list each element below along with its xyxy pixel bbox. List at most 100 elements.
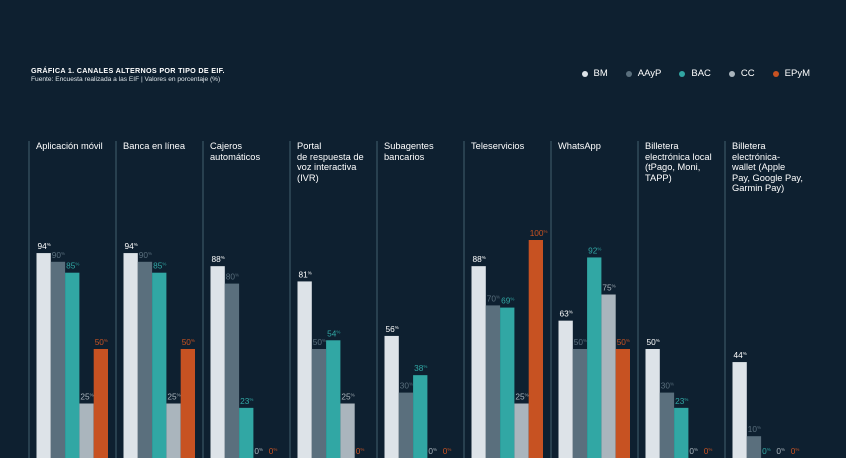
bar-aayp-banca-en-l-nea bbox=[137, 261, 153, 458]
legend-item-cc: CC bbox=[728, 68, 755, 79]
legend-item-epym: EPyM bbox=[772, 68, 810, 79]
bar-cc-aplicaci-n-m-vil bbox=[79, 403, 94, 458]
data-label-epym-teleservicios: 100% bbox=[530, 228, 548, 238]
data-label-bac-whatsapp: 92% bbox=[588, 245, 601, 255]
data-label-bac-cajeros-autom-ticos: 23% bbox=[240, 396, 253, 406]
chart-legend: BM AAyP BAC CC EPyM bbox=[581, 68, 810, 79]
bar-bm-aplicaci-n-m-vil bbox=[36, 253, 51, 458]
bar-bac-teleservicios bbox=[500, 307, 515, 458]
data-label-epym-subagentes-bancarios: 0% bbox=[443, 446, 452, 456]
bar-aayp-portal-de-respuesta-de-voz-interactiva-ivr bbox=[311, 349, 327, 458]
bar-aayp-cajeros-autom-ticos bbox=[224, 283, 240, 458]
data-label-bac-subagentes-bancarios: 38% bbox=[414, 363, 427, 373]
data-label-bm-cajeros-autom-ticos: 88% bbox=[212, 254, 225, 264]
legend-label-bac: BAC bbox=[691, 68, 711, 79]
chart-header: GRÁFICA 1. CANALES ALTERNOS POR TIPO DE … bbox=[31, 66, 225, 84]
data-label-bac-teleservicios: 69% bbox=[501, 296, 514, 306]
bar-bm-billetera-electr-nica-local-tpago-moni-tapp bbox=[645, 349, 660, 458]
data-label-bac-portal-de-respuesta-de-voz-interactiva-ivr: 54% bbox=[327, 328, 340, 338]
category-label-billetera-electr-nica-wallet-apple-pay-google-pay-garmin-pay: Billetera electrónica- wallet (Apple Pay… bbox=[732, 141, 803, 194]
data-label-epym-billetera-electr-nica-wallet-apple-pay-google-pay-garmin-pay: 0% bbox=[791, 446, 800, 456]
legend-dot-aayp-icon bbox=[625, 70, 632, 77]
data-label-cc-teleservicios: 25% bbox=[515, 392, 528, 402]
bar-aayp-whatsapp bbox=[572, 349, 588, 458]
data-label-bm-billetera-electr-nica-wallet-apple-pay-google-pay-garmin-pay: 44% bbox=[734, 350, 747, 360]
data-label-aayp-banca-en-l-nea: 90% bbox=[139, 250, 152, 260]
bar-cc-banca-en-l-nea bbox=[166, 403, 181, 458]
data-label-bm-banca-en-l-nea: 94% bbox=[125, 241, 138, 251]
data-label-cc-subagentes-bancarios: 0% bbox=[428, 446, 437, 456]
data-label-epym-cajeros-autom-ticos: 0% bbox=[269, 446, 278, 456]
bar-bm-subagentes-bancarios bbox=[384, 335, 399, 458]
bar-bac-aplicaci-n-m-vil bbox=[65, 272, 80, 458]
bar-cc-teleservicios bbox=[514, 403, 529, 458]
bar-bm-portal-de-respuesta-de-voz-interactiva-ivr bbox=[297, 281, 312, 458]
data-label-aayp-subagentes-bancarios: 30% bbox=[400, 381, 413, 391]
bar-epym-banca-en-l-nea bbox=[180, 349, 195, 458]
bar-aayp-billetera-electr-nica-local-tpago-moni-tapp bbox=[659, 392, 675, 458]
data-label-bm-portal-de-respuesta-de-voz-interactiva-ivr: 81% bbox=[299, 269, 312, 279]
data-label-cc-aplicaci-n-m-vil: 25% bbox=[80, 392, 93, 402]
data-label-epym-whatsapp: 50% bbox=[617, 337, 630, 347]
legend-label-cc: CC bbox=[740, 68, 755, 79]
bar-cc-portal-de-respuesta-de-voz-interactiva-ivr bbox=[340, 403, 355, 458]
data-label-epym-billetera-electr-nica-local-tpago-moni-tapp: 0% bbox=[704, 446, 713, 456]
bar-bm-billetera-electr-nica-wallet-apple-pay-google-pay-garmin-pay bbox=[732, 362, 747, 458]
bar-bac-billetera-electr-nica-local-tpago-moni-tapp bbox=[674, 407, 689, 458]
legend-label-bm: BM bbox=[593, 68, 608, 79]
data-label-bm-subagentes-bancarios: 56% bbox=[386, 324, 399, 334]
data-label-bm-aplicaci-n-m-vil: 94% bbox=[38, 241, 51, 251]
data-label-bac-billetera-electr-nica-wallet-apple-pay-google-pay-garmin-pay: 0% bbox=[762, 446, 771, 456]
data-label-cc-cajeros-autom-ticos: 0% bbox=[254, 446, 263, 456]
legend-dot-bac-icon bbox=[679, 70, 686, 77]
bar-aayp-aplicaci-n-m-vil bbox=[50, 261, 66, 458]
data-label-cc-billetera-electr-nica-local-tpago-moni-tapp: 0% bbox=[689, 446, 698, 456]
category-label-aplicaci-n-m-vil: Aplicación móvil bbox=[36, 141, 103, 151]
data-label-cc-billetera-electr-nica-wallet-apple-pay-google-pay-garmin-pay: 0% bbox=[776, 446, 785, 456]
data-label-aayp-portal-de-respuesta-de-voz-interactiva-ivr: 50% bbox=[313, 337, 326, 347]
data-label-aayp-teleservicios: 70% bbox=[487, 293, 500, 303]
data-label-bac-banca-en-l-nea: 85% bbox=[153, 261, 166, 271]
legend-dot-cc-icon bbox=[728, 70, 735, 77]
data-label-aayp-billetera-electr-nica-local-tpago-moni-tapp: 30% bbox=[661, 381, 674, 391]
legend-dot-epym-icon bbox=[772, 70, 779, 77]
legend-label-aayp: AAyP bbox=[637, 68, 662, 79]
category-label-teleservicios: Teleservicios bbox=[471, 141, 525, 151]
bar-aayp-teleservicios bbox=[485, 305, 501, 458]
bar-bm-banca-en-l-nea bbox=[123, 253, 138, 458]
bar-bac-whatsapp bbox=[587, 257, 602, 458]
data-label-aayp-whatsapp: 50% bbox=[574, 337, 587, 347]
chart-subtitle: Fuente: Encuesta realizada a las EIF | V… bbox=[31, 76, 221, 83]
legend-item-aayp: AAyP bbox=[625, 68, 662, 79]
category-label-cajeros-autom-ticos: Cajeros automáticos bbox=[210, 141, 261, 162]
data-label-epym-banca-en-l-nea: 50% bbox=[182, 337, 195, 347]
data-label-cc-portal-de-respuesta-de-voz-interactiva-ivr: 25% bbox=[341, 392, 354, 402]
bar-bac-subagentes-bancarios bbox=[413, 375, 428, 458]
category-label-billetera-electr-nica-local-tpago-moni-tapp: Billetera electrónica local (tPago, Moni… bbox=[645, 141, 712, 183]
legend-item-bac: BAC bbox=[679, 68, 711, 79]
bar-epym-whatsapp bbox=[615, 349, 630, 458]
category-label-banca-en-l-nea: Banca en línea bbox=[123, 141, 186, 151]
legend-item-bm: BM bbox=[581, 68, 608, 79]
bar-bm-cajeros-autom-ticos bbox=[210, 266, 225, 458]
data-label-aayp-cajeros-autom-ticos: 80% bbox=[226, 272, 239, 282]
data-label-bm-teleservicios: 88% bbox=[473, 254, 486, 264]
bar-bac-banca-en-l-nea bbox=[152, 272, 167, 458]
data-label-bac-billetera-electr-nica-local-tpago-moni-tapp: 23% bbox=[675, 396, 688, 406]
data-label-aayp-aplicaci-n-m-vil: 90% bbox=[52, 250, 65, 260]
chart-title: GRÁFICA 1. CANALES ALTERNOS POR TIPO DE … bbox=[31, 66, 225, 75]
bar-cc-whatsapp bbox=[601, 294, 616, 458]
data-label-bac-aplicaci-n-m-vil: 85% bbox=[66, 261, 79, 271]
data-label-epym-aplicaci-n-m-vil: 50% bbox=[95, 337, 108, 347]
data-label-epym-portal-de-respuesta-de-voz-interactiva-ivr: 0% bbox=[356, 446, 365, 456]
category-label-subagentes-bancarios: Subagentes bancarios bbox=[384, 141, 434, 162]
category-label-whatsapp: WhatsApp bbox=[558, 141, 601, 151]
bar-bm-whatsapp bbox=[558, 320, 573, 458]
data-label-cc-whatsapp: 75% bbox=[602, 283, 615, 293]
data-label-aayp-billetera-electr-nica-wallet-apple-pay-google-pay-garmin-pay: 10% bbox=[748, 424, 761, 434]
data-label-bm-billetera-electr-nica-local-tpago-moni-tapp: 50% bbox=[647, 337, 660, 347]
legend-label-epym: EPyM bbox=[784, 68, 810, 79]
bar-aayp-billetera-electr-nica-wallet-apple-pay-google-pay-garmin-pay bbox=[746, 436, 762, 458]
legend-dot-bm-icon bbox=[581, 70, 588, 77]
bar-bac-portal-de-respuesta-de-voz-interactiva-ivr bbox=[326, 340, 341, 458]
